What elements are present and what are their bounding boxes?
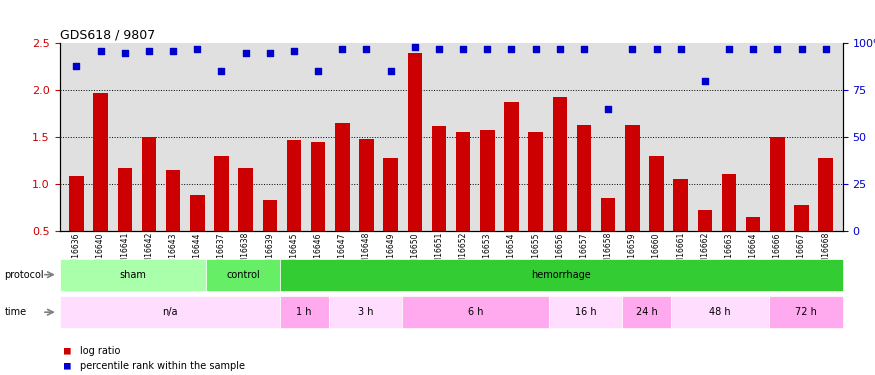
Point (335, 46, 349, 52)
Point (819, 46, 833, 52)
Text: 1 h: 1 h (297, 307, 312, 317)
Text: ■: ■ (64, 361, 71, 370)
Point (698, 78, 712, 84)
Point (142, 48, 156, 54)
Bar (649, 156, 664, 278)
Point (553, 46, 567, 52)
Bar (117, 168, 132, 278)
Point (505, 46, 519, 52)
Bar (214, 156, 228, 278)
Bar (94, 93, 108, 278)
Point (214, 68, 228, 74)
Bar (794, 206, 808, 278)
Bar (408, 53, 422, 278)
Bar (528, 132, 542, 278)
Text: 16 h: 16 h (575, 307, 597, 317)
Bar (674, 179, 688, 278)
Text: 24 h: 24 h (636, 307, 658, 317)
Text: sham: sham (120, 270, 146, 280)
Text: protocol: protocol (4, 270, 44, 280)
Text: 72 h: 72 h (795, 307, 817, 317)
Bar (142, 137, 156, 278)
Bar (625, 124, 640, 278)
Point (69, 63, 83, 69)
Text: log ratio: log ratio (80, 346, 120, 355)
Point (674, 46, 688, 52)
Bar (553, 97, 567, 278)
Point (312, 68, 326, 74)
Bar (287, 140, 301, 278)
Point (360, 46, 374, 52)
Bar (383, 158, 398, 278)
Bar (480, 130, 494, 278)
Text: GDS618 / 9807: GDS618 / 9807 (60, 29, 155, 42)
Point (456, 46, 470, 52)
Text: 48 h: 48 h (710, 307, 731, 317)
Point (239, 50, 253, 55)
Text: hemorrhage: hemorrhage (531, 270, 592, 280)
Bar (577, 124, 592, 278)
Point (287, 48, 301, 54)
Bar (166, 170, 180, 278)
Text: ■: ■ (64, 346, 71, 355)
Point (746, 46, 760, 52)
Bar (746, 217, 760, 278)
Point (601, 106, 615, 112)
Bar (360, 139, 374, 278)
Point (432, 46, 446, 52)
Bar (431, 126, 446, 278)
Bar (335, 123, 349, 278)
Text: control: control (226, 270, 260, 280)
Point (794, 46, 808, 52)
Point (528, 46, 542, 52)
Text: n/a: n/a (162, 307, 178, 317)
Bar (238, 168, 253, 278)
Point (190, 46, 204, 52)
Bar (456, 132, 471, 278)
Text: time: time (4, 307, 26, 317)
Point (480, 46, 494, 52)
Bar (722, 174, 736, 278)
Text: 6 h: 6 h (468, 307, 483, 317)
Bar (190, 195, 205, 278)
Bar (697, 210, 712, 278)
Point (118, 50, 132, 55)
Point (626, 46, 640, 52)
Point (577, 46, 591, 52)
Bar (262, 200, 277, 278)
Bar (311, 142, 326, 278)
Bar (601, 198, 615, 278)
Bar (770, 137, 785, 278)
Point (408, 44, 422, 50)
Text: 3 h: 3 h (358, 307, 373, 317)
Bar (69, 176, 84, 278)
Point (722, 46, 736, 52)
Point (262, 50, 276, 55)
Point (770, 46, 784, 52)
Point (649, 46, 663, 52)
Point (94, 48, 108, 54)
Point (383, 68, 397, 74)
Bar (818, 158, 833, 278)
Bar (504, 102, 519, 278)
Point (166, 48, 180, 54)
Text: percentile rank within the sample: percentile rank within the sample (80, 361, 245, 370)
